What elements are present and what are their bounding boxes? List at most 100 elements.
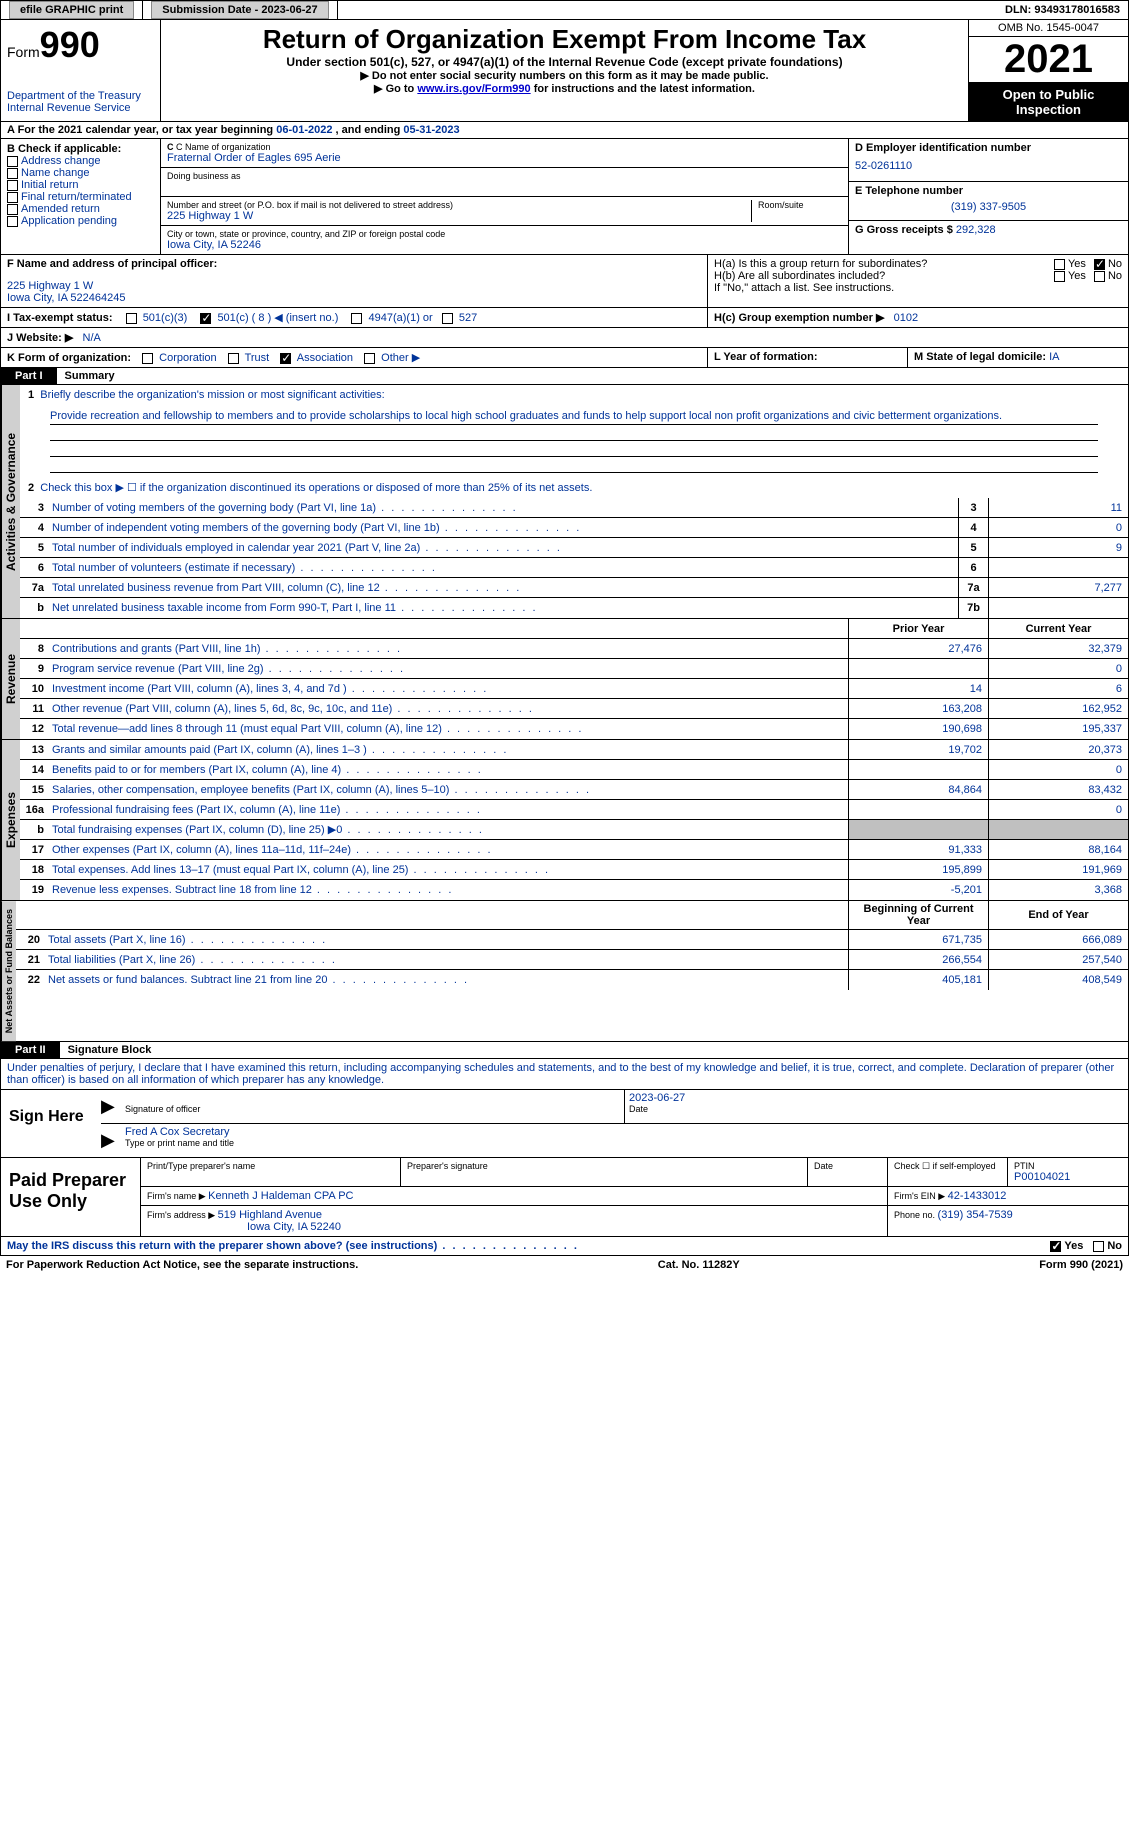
summary-line: 14Benefits paid to or for members (Part … <box>20 760 1128 780</box>
firm-addr1: 519 Highland Avenue <box>218 1209 322 1221</box>
summary-line: 3Number of voting members of the governi… <box>20 498 1128 518</box>
summary-line: 5Total number of individuals employed in… <box>20 538 1128 558</box>
form-header: Form990 Department of the Treasury Inter… <box>0 20 1129 122</box>
vtab-activities: Activities & Governance <box>1 385 20 618</box>
boxb-option[interactable]: Name change <box>7 167 154 179</box>
firm-name: Kenneth J Haldeman CPA PC <box>208 1190 353 1202</box>
boxb-option[interactable]: Address change <box>7 155 154 167</box>
perjury-declaration: Under penalties of perjury, I declare th… <box>0 1059 1129 1090</box>
street-address: 225 Highway 1 W <box>167 210 751 222</box>
summary-line: 4Number of independent voting members of… <box>20 518 1128 538</box>
irs-label: Internal Revenue Service <box>7 102 154 114</box>
summary-line: 22Net assets or fund balances. Subtract … <box>16 970 1128 990</box>
officer-label: F Name and address of principal officer: <box>7 258 701 270</box>
officer-name-label: Type or print name and title <box>125 1138 1124 1148</box>
summary-line: bNet unrelated business taxable income f… <box>20 598 1128 618</box>
hb-no[interactable]: No <box>1094 270 1122 282</box>
sign-here-label: Sign Here <box>1 1090 101 1157</box>
tax-527[interactable]: 527 <box>442 312 477 324</box>
col-end-year: End of Year <box>988 901 1128 929</box>
efile-print-button[interactable]: efile GRAPHIC print <box>9 1 134 19</box>
paid-preparer-section: Paid Preparer Use Only Print/Type prepar… <box>0 1158 1129 1237</box>
org-assoc[interactable]: Association <box>280 352 353 364</box>
org-other[interactable]: Other ▶ <box>364 352 420 364</box>
ein-value: 52-0261110 <box>855 154 1122 178</box>
firm-ein: 42-1433012 <box>948 1190 1007 1202</box>
boxb-option[interactable]: Initial return <box>7 179 154 191</box>
summary-line: 16aProfessional fundraising fees (Part I… <box>20 800 1128 820</box>
hb-note: If "No," attach a list. See instructions… <box>714 282 1122 294</box>
phone-label: E Telephone number <box>855 185 1122 197</box>
summary-line: 7aTotal unrelated business revenue from … <box>20 578 1128 598</box>
hc-exemption: H(c) Group exemption number ▶ 0102 <box>708 308 1128 327</box>
ptin-value: P00104021 <box>1014 1171 1122 1183</box>
part1-netassets: Net Assets or Fund Balances Beginning of… <box>0 901 1129 1042</box>
part1-expenses: Expenses 13Grants and similar amounts pa… <box>0 740 1129 901</box>
discuss-yes[interactable]: Yes <box>1050 1240 1083 1252</box>
tax-4947[interactable]: 4947(a)(1) or <box>351 312 432 324</box>
section-fh: F Name and address of principal officer:… <box>0 255 1129 308</box>
state-domicile: M State of legal domicile: IA <box>908 348 1128 367</box>
submission-date-button[interactable]: Submission Date - 2023-06-27 <box>151 1 328 19</box>
row-a-tax-year: A For the 2021 calendar year, or tax yea… <box>0 122 1129 139</box>
col-prior-year: Prior Year <box>848 619 988 638</box>
col-begin-year: Beginning of Current Year <box>848 901 988 929</box>
boxb-option[interactable]: Final return/terminated <box>7 191 154 203</box>
sig-date-label: Date <box>629 1104 1124 1114</box>
ha-no[interactable]: No <box>1094 258 1122 270</box>
org-name: Fraternal Order of Eagles 695 Aerie <box>167 152 842 164</box>
form-title: Return of Organization Exempt From Incom… <box>169 24 960 55</box>
row-i-hc: I Tax-exempt status: 501(c)(3) 501(c) ( … <box>0 308 1129 328</box>
summary-line: 11Other revenue (Part VIII, column (A), … <box>20 699 1128 719</box>
phone-value: (319) 337-9505 <box>855 197 1122 217</box>
sig-officer-label: Signature of officer <box>125 1104 620 1114</box>
omb-number: OMB No. 1545-0047 <box>969 20 1128 37</box>
summary-line: bTotal fundraising expenses (Part IX, co… <box>20 820 1128 840</box>
self-employed-check[interactable]: Check ☐ if self-employed <box>894 1161 1001 1172</box>
top-bar: efile GRAPHIC print Submission Date - 20… <box>0 0 1129 20</box>
part1-revenue: Revenue Prior Year Current Year 8Contrib… <box>0 619 1129 740</box>
mission-text: Provide recreation and fellowship to mem… <box>50 409 1098 425</box>
boxb-option[interactable]: Application pending <box>7 215 154 227</box>
tax-year: 2021 <box>969 37 1128 83</box>
vtab-expenses: Expenses <box>1 740 20 900</box>
addr-label: Number and street (or P.O. box if mail i… <box>167 200 751 210</box>
summary-line: 17Other expenses (Part IX, column (A), l… <box>20 840 1128 860</box>
dept-treasury: Department of the Treasury <box>7 90 154 102</box>
dba-label: Doing business as <box>167 171 842 181</box>
city-state-zip: Iowa City, IA 52246 <box>167 239 842 251</box>
col-current-year: Current Year <box>988 619 1128 638</box>
boxb-option[interactable]: Amended return <box>7 203 154 215</box>
row-j: J Website: ▶ N/A <box>0 328 1129 348</box>
paid-preparer-label: Paid Preparer Use Only <box>1 1158 141 1236</box>
discuss-row: May the IRS discuss this return with the… <box>0 1237 1129 1256</box>
summary-line: 6Total number of volunteers (estimate if… <box>20 558 1128 578</box>
sig-date: 2023-06-27 <box>629 1092 1124 1104</box>
org-trust[interactable]: Trust <box>228 352 270 364</box>
goto-instructions: ▶ Go to www.irs.gov/Form990 for instruct… <box>169 82 960 95</box>
irs-link[interactable]: www.irs.gov/Form990 <box>417 83 530 95</box>
officer-addr1: 225 Highway 1 W <box>7 280 701 292</box>
hb-label: H(b) Are all subordinates included? <box>714 270 1054 282</box>
section-bcdeg: B Check if applicable: Address changeNam… <box>0 139 1129 255</box>
part1-header: Part I Summary <box>0 368 1129 385</box>
ssn-warning: ▶ Do not enter social security numbers o… <box>169 69 960 82</box>
summary-line: 18Total expenses. Add lines 13–17 (must … <box>20 860 1128 880</box>
hb-yes[interactable]: Yes <box>1054 270 1086 282</box>
discuss-no[interactable]: No <box>1093 1240 1122 1252</box>
dln: DLN: 93493178016583 <box>997 1 1128 19</box>
officer-addr2: Iowa City, IA 522464245 <box>7 292 701 304</box>
arrow-icon: ▶ <box>101 1124 121 1157</box>
ha-label: H(a) Is this a group return for subordin… <box>714 258 1054 270</box>
ha-yes[interactable]: Yes <box>1054 258 1086 270</box>
tax-501c3[interactable]: 501(c)(3) <box>126 312 188 324</box>
summary-line: 10Investment income (Part VIII, column (… <box>20 679 1128 699</box>
summary-line: 15Salaries, other compensation, employee… <box>20 780 1128 800</box>
tax-501c[interactable]: 501(c) ( 8 ) ◀ (insert no.) <box>200 312 338 324</box>
page-footer: For Paperwork Reduction Act Notice, see … <box>0 1256 1129 1274</box>
year-formation: L Year of formation: <box>708 348 908 367</box>
part1-activities: Activities & Governance 1 Briefly descri… <box>0 385 1129 619</box>
org-corp[interactable]: Corporation <box>142 352 217 364</box>
open-inspection: Open to Public Inspection <box>969 83 1128 121</box>
room-label: Room/suite <box>758 200 842 210</box>
